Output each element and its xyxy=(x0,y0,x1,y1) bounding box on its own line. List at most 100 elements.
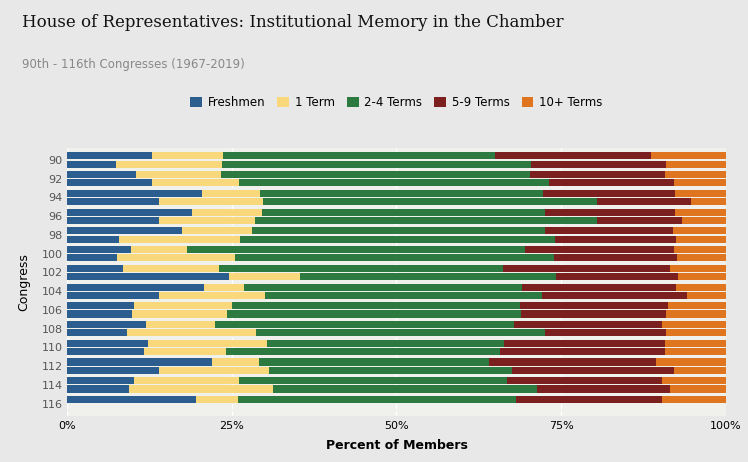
Bar xyxy=(67,302,134,310)
Bar xyxy=(144,348,226,355)
Bar xyxy=(665,340,726,347)
Bar xyxy=(666,161,726,168)
Bar xyxy=(229,273,301,280)
Bar xyxy=(503,265,669,272)
Bar xyxy=(67,171,136,178)
Bar xyxy=(545,329,666,336)
Bar xyxy=(545,208,675,216)
Bar xyxy=(146,321,215,328)
Bar xyxy=(212,359,259,365)
Bar xyxy=(673,227,726,234)
Bar xyxy=(67,340,147,347)
Bar xyxy=(221,171,530,178)
Bar xyxy=(675,208,726,216)
Bar xyxy=(669,265,726,272)
Bar xyxy=(196,396,239,403)
Bar xyxy=(67,179,153,187)
Bar xyxy=(119,236,240,243)
Bar xyxy=(657,359,726,365)
Bar xyxy=(159,367,269,374)
Bar xyxy=(136,171,221,178)
Bar xyxy=(516,396,663,403)
Bar xyxy=(159,217,255,224)
Bar xyxy=(239,396,516,403)
Bar xyxy=(542,292,687,299)
Bar xyxy=(504,340,665,347)
Bar xyxy=(268,340,504,347)
Bar xyxy=(665,171,726,178)
Bar xyxy=(117,254,235,261)
Bar xyxy=(67,217,159,224)
Legend: Freshmen, 1 Term, 2-4 Terms, 5-9 Terms, 10+ Terms: Freshmen, 1 Term, 2-4 Terms, 5-9 Terms, … xyxy=(186,91,607,114)
Bar xyxy=(153,152,223,159)
Bar xyxy=(132,310,227,317)
Bar xyxy=(669,385,726,393)
Bar xyxy=(543,190,675,197)
Bar xyxy=(682,217,726,224)
Bar xyxy=(676,236,726,243)
Bar xyxy=(153,179,239,187)
Bar xyxy=(273,385,536,393)
Bar xyxy=(597,217,682,224)
Bar xyxy=(545,227,673,234)
Bar xyxy=(226,348,500,355)
Bar xyxy=(159,292,265,299)
Bar xyxy=(134,377,239,384)
Bar xyxy=(67,161,116,168)
Bar xyxy=(525,246,673,253)
Bar xyxy=(227,310,521,317)
Bar xyxy=(665,348,726,355)
Bar xyxy=(260,190,543,197)
Bar xyxy=(666,310,726,317)
Bar xyxy=(555,236,676,243)
Bar xyxy=(662,321,726,328)
Bar xyxy=(203,284,245,291)
Bar xyxy=(67,310,132,317)
Bar xyxy=(67,329,126,336)
Bar xyxy=(301,273,556,280)
Bar xyxy=(202,190,260,197)
Bar xyxy=(549,179,673,187)
Bar xyxy=(67,284,203,291)
Bar xyxy=(536,385,669,393)
Bar xyxy=(67,385,129,393)
Bar xyxy=(676,284,726,291)
Bar xyxy=(240,236,555,243)
Bar xyxy=(673,246,726,253)
Bar xyxy=(489,359,657,365)
Bar xyxy=(239,179,549,187)
Bar xyxy=(134,302,232,310)
Bar xyxy=(245,284,522,291)
Bar xyxy=(67,246,131,253)
Bar xyxy=(256,329,545,336)
Bar xyxy=(187,246,525,253)
Bar xyxy=(265,292,542,299)
Bar xyxy=(116,161,222,168)
Bar xyxy=(147,340,268,347)
Bar xyxy=(67,265,123,272)
X-axis label: Percent of Members: Percent of Members xyxy=(325,439,468,452)
Bar xyxy=(222,161,531,168)
Bar xyxy=(126,329,256,336)
Bar xyxy=(191,208,262,216)
Bar xyxy=(500,348,665,355)
Bar xyxy=(675,190,726,197)
Bar xyxy=(67,367,159,374)
Bar xyxy=(67,273,229,280)
Bar xyxy=(520,302,668,310)
Bar xyxy=(556,273,678,280)
Bar xyxy=(67,359,212,365)
Bar xyxy=(263,198,597,205)
Bar xyxy=(218,265,503,272)
Bar xyxy=(129,385,273,393)
Bar xyxy=(691,198,726,205)
Bar xyxy=(215,321,514,328)
Bar xyxy=(663,396,726,403)
Bar xyxy=(514,321,662,328)
Bar xyxy=(522,284,676,291)
Bar xyxy=(239,377,507,384)
Bar xyxy=(259,359,489,365)
Bar xyxy=(67,292,159,299)
Bar xyxy=(678,273,726,280)
Bar xyxy=(67,152,153,159)
